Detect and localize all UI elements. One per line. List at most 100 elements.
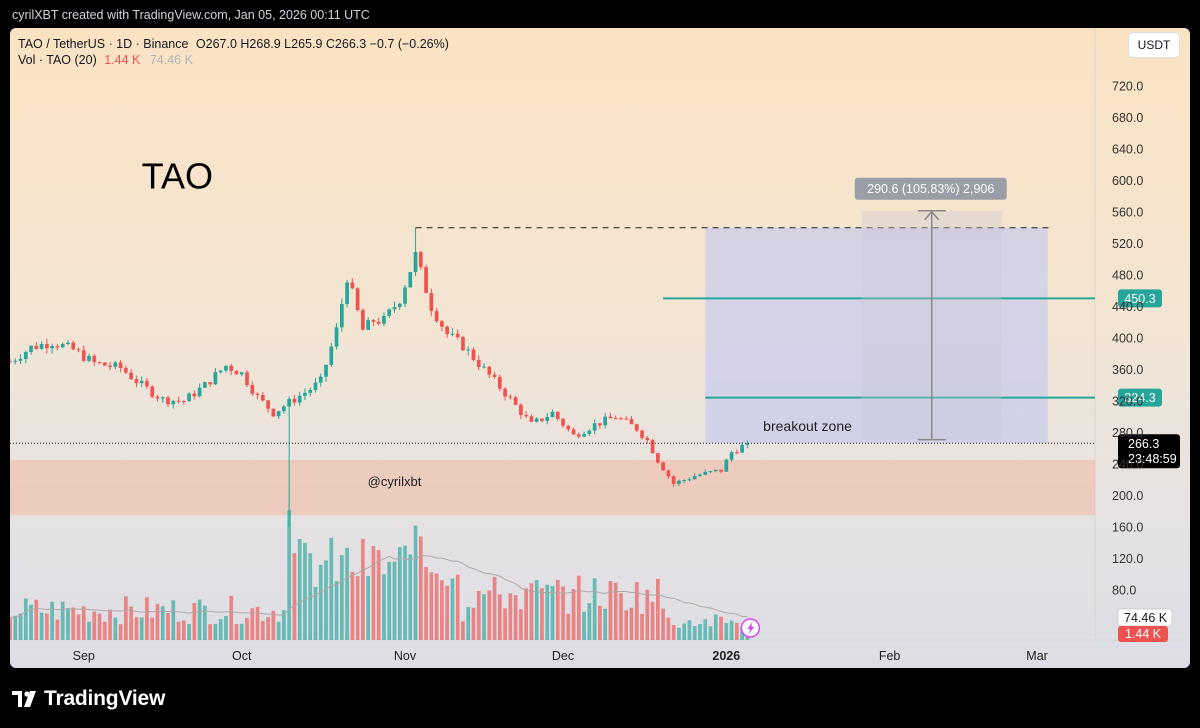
volume-bar xyxy=(197,599,202,640)
candle-body xyxy=(698,474,702,477)
candle-body xyxy=(445,326,450,335)
candle-body xyxy=(197,387,202,397)
volume-bar xyxy=(603,608,608,640)
candle-body xyxy=(692,476,697,480)
volume-bar xyxy=(324,560,328,640)
volume-bar xyxy=(134,617,139,640)
candle-body xyxy=(55,346,60,348)
currency-button[interactable]: USDT xyxy=(1128,32,1180,58)
candle-body xyxy=(624,418,629,420)
candle-body xyxy=(87,355,91,361)
y-tick-label: 400.0 xyxy=(1112,332,1143,346)
candle-body xyxy=(224,365,228,371)
volume-bar xyxy=(429,572,434,640)
volume-bar xyxy=(271,610,276,640)
price-chart[interactable]: 450.3 324.3 266.323:48:59 290.6 (105.83%) 2… xyxy=(10,28,1190,668)
candle-body xyxy=(292,399,297,403)
candle-body xyxy=(729,452,734,460)
symbol-title[interactable]: TAO / TetherUS · 1D · Binance xyxy=(18,37,189,51)
volume-bar xyxy=(13,615,18,640)
candle-body xyxy=(23,351,28,359)
target-box xyxy=(705,227,1048,444)
volume-bar xyxy=(150,617,155,640)
y-tick-label: 560.0 xyxy=(1112,206,1143,220)
volume-bar xyxy=(450,578,455,640)
volume-bar xyxy=(576,575,581,640)
volume-bar xyxy=(102,621,107,640)
volume-bar xyxy=(234,623,239,640)
candle-body xyxy=(203,382,207,388)
volume-ma-line xyxy=(10,555,748,619)
volume-bar xyxy=(334,581,339,640)
candle-body xyxy=(434,311,439,322)
candle-body xyxy=(339,304,344,328)
candle-body xyxy=(129,372,133,380)
watermark-handle: @cyrilxbt xyxy=(368,474,422,489)
candle-body xyxy=(171,400,176,405)
volume-bar xyxy=(92,611,97,640)
candle-body xyxy=(29,345,33,352)
volume-ma-axis-label: 74.46 K xyxy=(1124,611,1168,625)
volume-bar xyxy=(413,525,418,640)
candle-body xyxy=(297,395,302,403)
volume-bar xyxy=(634,582,639,640)
volume-bar xyxy=(160,606,165,640)
y-tick-label: 200.0 xyxy=(1112,489,1143,503)
volume-bar xyxy=(655,578,660,640)
volume-bar xyxy=(145,597,149,640)
volume-bar xyxy=(60,601,65,640)
volume-bar xyxy=(266,617,270,640)
candle-body xyxy=(682,479,687,481)
volume-bar xyxy=(513,595,518,640)
volume-axis-label: 1.44 K xyxy=(1125,627,1162,641)
volume-bar xyxy=(740,626,744,640)
volume-label[interactable]: Vol · TAO (20) xyxy=(18,53,97,67)
candle-body xyxy=(629,419,634,425)
candle-body xyxy=(266,400,270,409)
volume-bar xyxy=(313,586,318,640)
candle-body xyxy=(666,470,671,477)
volume-bar xyxy=(366,576,370,640)
y-tick-label: 240.0 xyxy=(1112,458,1143,472)
volume-bar xyxy=(735,622,739,640)
volume-bar xyxy=(18,613,23,640)
candle-body xyxy=(260,394,265,401)
volume-bar xyxy=(213,623,218,640)
volume-bar xyxy=(392,561,397,640)
candle-body xyxy=(392,306,397,310)
volume-bar xyxy=(34,599,39,640)
candle-body xyxy=(634,424,639,431)
volume-bar xyxy=(687,620,692,640)
candle-body xyxy=(545,417,550,421)
volume-bar xyxy=(97,613,102,640)
volume-bar xyxy=(329,537,334,640)
volume-bar xyxy=(87,621,91,640)
candle-body xyxy=(387,309,392,316)
volume-bar xyxy=(139,617,144,640)
volume-bar xyxy=(497,594,502,640)
candle-body xyxy=(671,476,676,484)
candle-body xyxy=(160,397,165,399)
support-zone xyxy=(10,460,1095,516)
symbol-legend: TAO / TetherUS · 1D · Binance O267.0 H26… xyxy=(18,37,449,51)
volume-bar xyxy=(666,617,671,640)
candle-body xyxy=(239,372,244,375)
y-tick-label: 360.0 xyxy=(1112,363,1143,377)
candle-body xyxy=(440,321,444,327)
candle-body xyxy=(497,376,502,389)
volume-bar xyxy=(208,624,212,640)
volume-bar xyxy=(176,621,181,640)
volume-bar xyxy=(361,538,365,640)
level-axis-label-0: 450.3 xyxy=(1124,292,1155,306)
volume-bar xyxy=(81,606,86,640)
candle-body xyxy=(619,418,623,420)
volume-bar xyxy=(287,510,291,640)
chart-panel[interactable]: 450.3 324.3 266.3 23:48:59 290.6 (105.83%) 2… xyxy=(10,28,1190,668)
candle-body xyxy=(92,355,97,363)
candle-body xyxy=(471,349,476,361)
volume-bar xyxy=(108,609,112,640)
volume-bar xyxy=(297,538,302,640)
volume-bar xyxy=(619,593,623,640)
candle-body xyxy=(371,320,376,322)
candle-body xyxy=(703,471,708,475)
